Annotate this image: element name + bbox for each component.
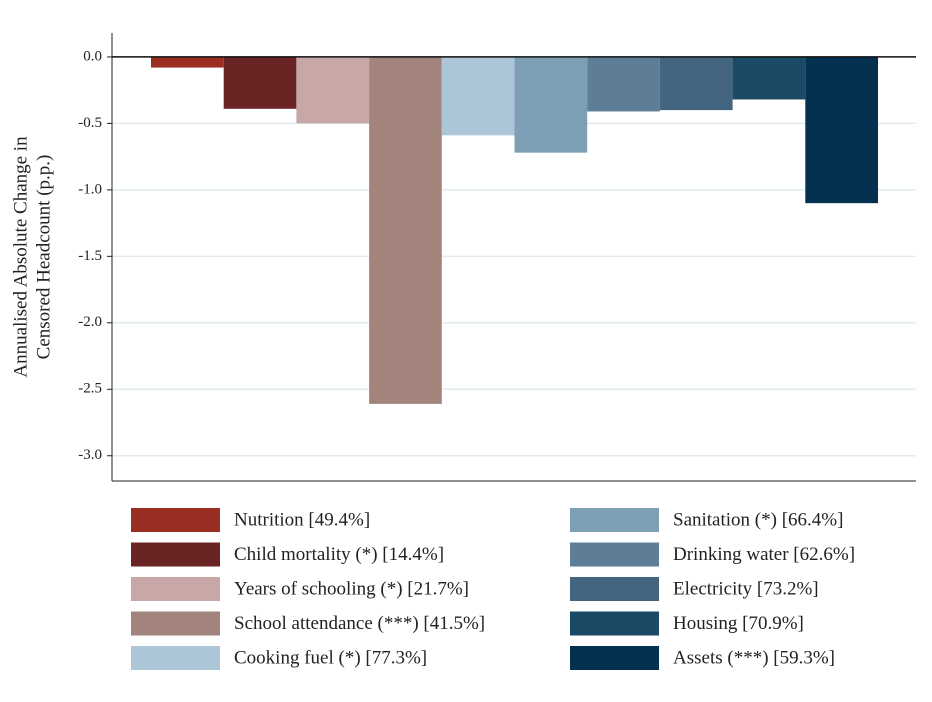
bar xyxy=(805,56,878,204)
legend-label: Nutrition [49.4%] xyxy=(234,509,370,530)
legend-swatch xyxy=(570,542,659,567)
legend-label: Electricity [73.2%] xyxy=(673,578,819,599)
legend-swatch xyxy=(131,611,220,636)
bar xyxy=(369,56,442,404)
y-axis-title: Censored Headcount (p.p.) xyxy=(33,155,54,360)
legend-swatch xyxy=(570,611,659,636)
y-tick-label: -2.0 xyxy=(78,314,102,330)
y-axis-title: Annualised Absolute Change in xyxy=(10,136,31,378)
legend-label: Child mortality (*) [14.4%] xyxy=(234,544,444,565)
legend-swatch xyxy=(131,646,220,670)
legend-swatch xyxy=(570,508,659,532)
legend-swatch xyxy=(570,646,659,670)
y-tick-label: -3.0 xyxy=(78,447,102,463)
bar xyxy=(587,56,660,112)
legend-label: School attendance (***) [41.5%] xyxy=(234,613,485,634)
bar xyxy=(732,56,806,100)
legend-label: Years of schooling (*) [21.7%] xyxy=(234,578,469,599)
y-tick-label: -1.5 xyxy=(78,248,102,264)
bar xyxy=(223,56,297,109)
legend-swatch xyxy=(131,577,220,601)
bar xyxy=(659,56,733,111)
legend-swatch xyxy=(131,508,220,532)
bar xyxy=(151,56,224,68)
legend-swatch xyxy=(131,542,220,567)
y-tick-label: -2.5 xyxy=(78,381,102,397)
legend-label: Drinking water [62.6%] xyxy=(673,544,855,565)
y-tick-label: 0.0 xyxy=(83,48,102,64)
y-tick-label: -1.0 xyxy=(78,181,102,197)
legend-label: Assets (***) [59.3%] xyxy=(673,647,835,668)
bar xyxy=(296,56,370,124)
legend-swatch xyxy=(570,577,659,601)
legend-label: Sanitation (*) [66.4%] xyxy=(673,509,843,530)
bar xyxy=(514,56,588,153)
y-tick-label: -0.5 xyxy=(78,115,102,131)
bar xyxy=(441,56,515,136)
legend-label: Cooking fuel (*) [77.3%] xyxy=(234,647,427,668)
legend-label: Housing [70.9%] xyxy=(673,613,804,634)
